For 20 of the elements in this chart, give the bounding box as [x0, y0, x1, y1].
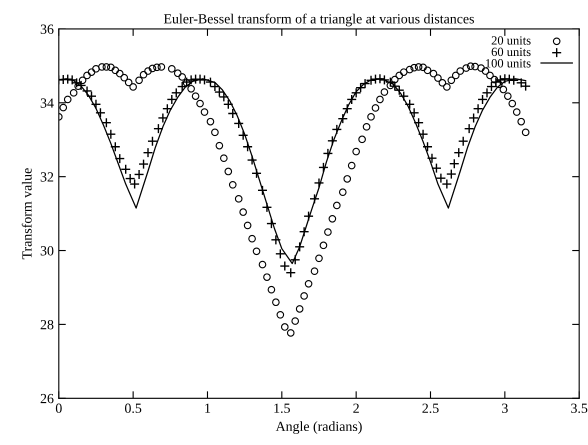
legend-label: 100 units — [486, 59, 531, 68]
y-tick-label: 36 — [40, 24, 54, 34]
x-tick-label: 2 — [353, 404, 359, 413]
y-tick-label: 32 — [40, 172, 54, 182]
x-axis-title: Angle (radians) — [276, 421, 362, 434]
y-axis-title: Transform value — [22, 168, 32, 260]
x-tick-label: 0.5 — [124, 404, 142, 413]
chart-title: Euler-Bessel transform of a triangle at various distances — [164, 14, 474, 26]
y-tick-label: 30 — [40, 246, 54, 256]
y-tick-label: 28 — [40, 320, 54, 330]
y-tick-label: 34 — [40, 98, 54, 108]
legend-label: 20 units — [492, 36, 531, 45]
x-tick-label: 1.5 — [274, 404, 290, 413]
x-tick-label: 1 — [205, 404, 210, 413]
x-tick-label: 2.5 — [422, 404, 439, 413]
x-tick-label: 3.5 — [571, 404, 588, 413]
x-tick-label: 3 — [502, 404, 508, 413]
legend-label: 60 units — [492, 48, 531, 56]
x-tick-label: 0 — [56, 404, 62, 413]
y-tick-label: 26 — [40, 394, 54, 404]
